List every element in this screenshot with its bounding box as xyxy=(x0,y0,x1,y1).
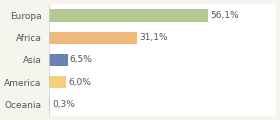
Bar xyxy=(49,99,50,111)
Bar xyxy=(49,32,137,44)
Text: 56,1%: 56,1% xyxy=(210,11,239,20)
Bar xyxy=(49,76,66,88)
Text: 6,5%: 6,5% xyxy=(70,55,93,64)
Bar xyxy=(49,54,67,66)
Text: 31,1%: 31,1% xyxy=(139,33,168,42)
Text: 0,3%: 0,3% xyxy=(52,100,75,109)
Bar xyxy=(49,9,208,21)
Text: 6,0%: 6,0% xyxy=(68,78,91,87)
